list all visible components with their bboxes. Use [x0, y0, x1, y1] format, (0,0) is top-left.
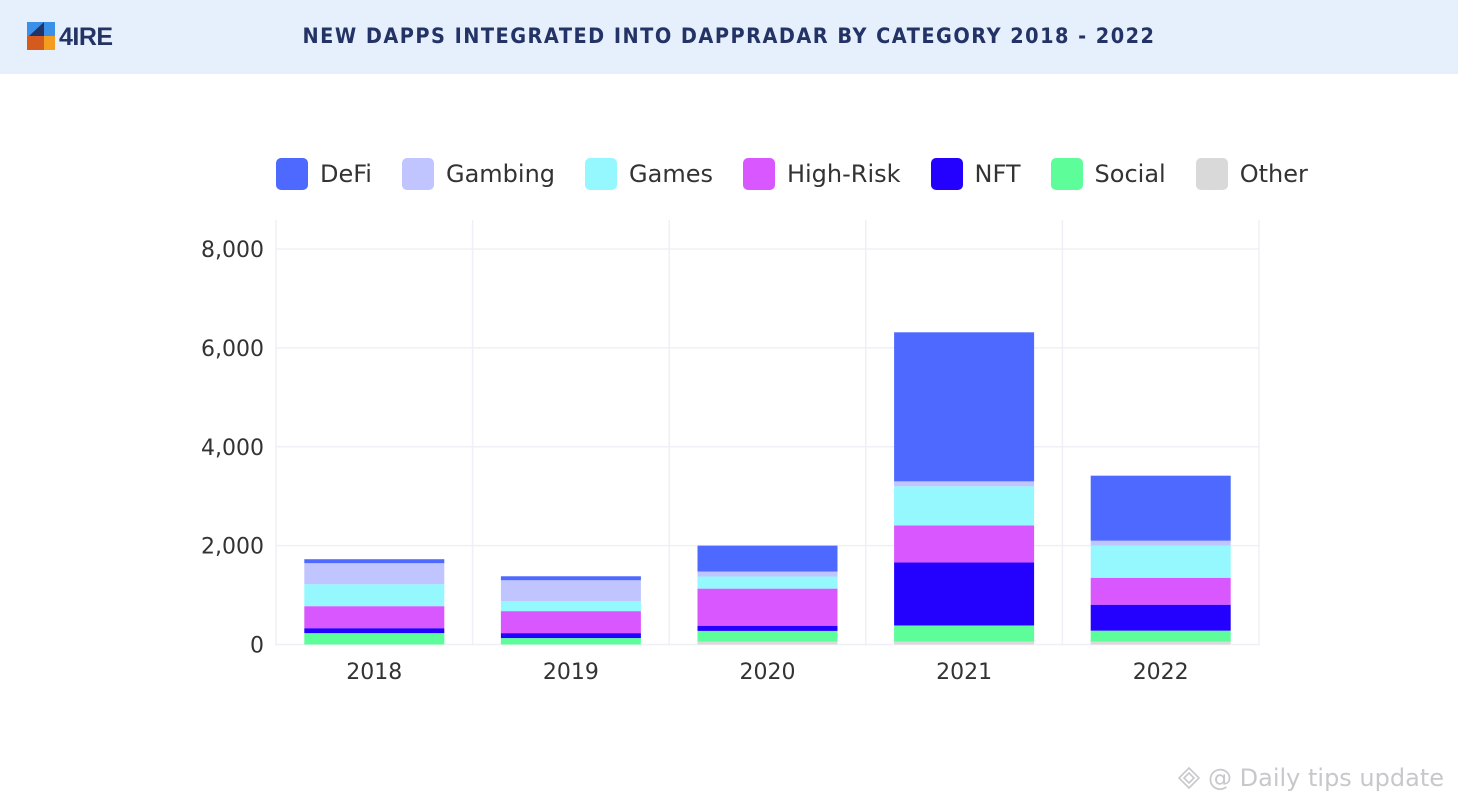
bar-segment-games-2019 [500, 601, 641, 612]
bar-segment-nft-2018 [304, 628, 445, 634]
x-tick-label: 2021 [936, 660, 992, 685]
x-tick-label: 2019 [543, 660, 599, 685]
legend-label: High-Risk [786, 160, 901, 188]
header-bar: 4IRE NEW DAPPS INTEGRATED INTO DAPPRADAR… [0, 0, 1458, 74]
bar-segment-games-2020 [697, 576, 838, 589]
y-tick-label: 6,000 [201, 337, 264, 362]
logo-text: 4IRE [59, 23, 113, 51]
bar-stack-2021 [894, 332, 1035, 645]
legend-label: NFT [974, 160, 1021, 188]
legend-label: Games [629, 160, 713, 188]
y-tick-label: 8,000 [201, 238, 264, 263]
legend-swatch [1050, 158, 1083, 190]
bar-segment-other-2021 [894, 641, 1035, 645]
legend-swatch [585, 158, 618, 190]
legend-label: Other [1239, 160, 1308, 188]
bar-stack-2022 [1090, 475, 1231, 645]
legend-swatch [401, 158, 434, 190]
bar-segment-games-2021 [894, 486, 1035, 526]
legend-item-defi: DeFi [276, 158, 372, 190]
bar-segment-games-2018 [304, 584, 445, 607]
y-tick-label: 4,000 [201, 436, 264, 461]
bar-segment-gambing-2020 [697, 571, 838, 577]
bar-segment-defi-2021 [894, 332, 1035, 482]
bar-segment-defi-2018 [304, 559, 445, 564]
legend-item-other: Other [1195, 158, 1308, 190]
watermark: @ Daily tips update [1178, 764, 1444, 792]
bar-segment-social-2021 [894, 625, 1035, 642]
bar-segment-defi-2019 [500, 576, 641, 581]
bar-segment-high-risk-2020 [697, 588, 838, 626]
x-tick-label: 2018 [346, 660, 402, 685]
x-tick-label: 2020 [740, 660, 796, 685]
bar-segment-high-risk-2019 [500, 611, 641, 634]
y-tick-label: 0 [250, 634, 264, 659]
legend-item-gambing: Gambing [401, 158, 556, 190]
legend-item-nft: NFT [930, 158, 1021, 190]
bar-segment-nft-2021 [894, 562, 1035, 626]
bar-segment-high-risk-2018 [304, 606, 445, 629]
logo: 4IRE [27, 22, 127, 54]
bar-segment-nft-2020 [697, 625, 838, 631]
bar-segment-gambing-2022 [1090, 540, 1231, 546]
chart-title: NEW DAPPS INTEGRATED INTO DAPPRADAR BY C… [302, 24, 1156, 48]
legend-swatch [1195, 158, 1228, 190]
bar-segment-social-2019 [500, 638, 641, 645]
logo-mark-icon [27, 22, 55, 50]
bar-stack-2018 [304, 559, 445, 645]
bar-stack-2020 [697, 545, 838, 645]
x-tick-label: 2022 [1133, 660, 1189, 685]
y-axis-ticks: 0 2,000 4,000 6,000 8,000 [201, 238, 264, 659]
bar-segment-games-2022 [1090, 545, 1231, 578]
bar-segment-other-2020 [697, 641, 838, 645]
bar-segment-high-risk-2022 [1090, 577, 1231, 605]
legend-swatch [276, 158, 308, 190]
legend-label: DeFi [320, 160, 372, 188]
bar-segment-nft-2019 [500, 633, 641, 639]
binance-diamond-icon [1178, 767, 1200, 789]
legend-label: Gambing [445, 160, 556, 188]
x-axis-ticks: 2018 2019 2020 2021 2022 [346, 660, 1188, 685]
bar-segment-social-2020 [697, 630, 838, 642]
bar-segment-gambing-2018 [304, 563, 445, 585]
legend-swatch [930, 158, 963, 190]
bar-segment-defi-2022 [1090, 475, 1231, 541]
watermark-text: @ Daily tips update [1208, 764, 1444, 792]
legend-item-social: Social [1050, 158, 1166, 190]
bars [304, 332, 1231, 645]
bar-segment-social-2018 [304, 633, 445, 645]
bar-segment-social-2022 [1090, 630, 1231, 642]
legend-label: Social [1094, 160, 1166, 188]
bar-segment-nft-2022 [1090, 604, 1231, 631]
chart-legend: DeFi Gambing Games High-Risk NFT Social Other [276, 157, 1308, 191]
bar-segment-other-2022 [1090, 641, 1231, 645]
y-tick-label: 2,000 [201, 535, 264, 560]
legend-swatch [742, 158, 775, 190]
bar-segment-gambing-2021 [894, 481, 1035, 487]
legend-item-games: Games [585, 158, 713, 190]
bar-segment-gambing-2019 [500, 580, 641, 602]
bar-segment-defi-2020 [697, 545, 838, 572]
bar-segment-high-risk-2021 [894, 525, 1035, 563]
legend-item-high-risk: High-Risk [742, 158, 901, 190]
bar-stack-2019 [500, 576, 641, 645]
